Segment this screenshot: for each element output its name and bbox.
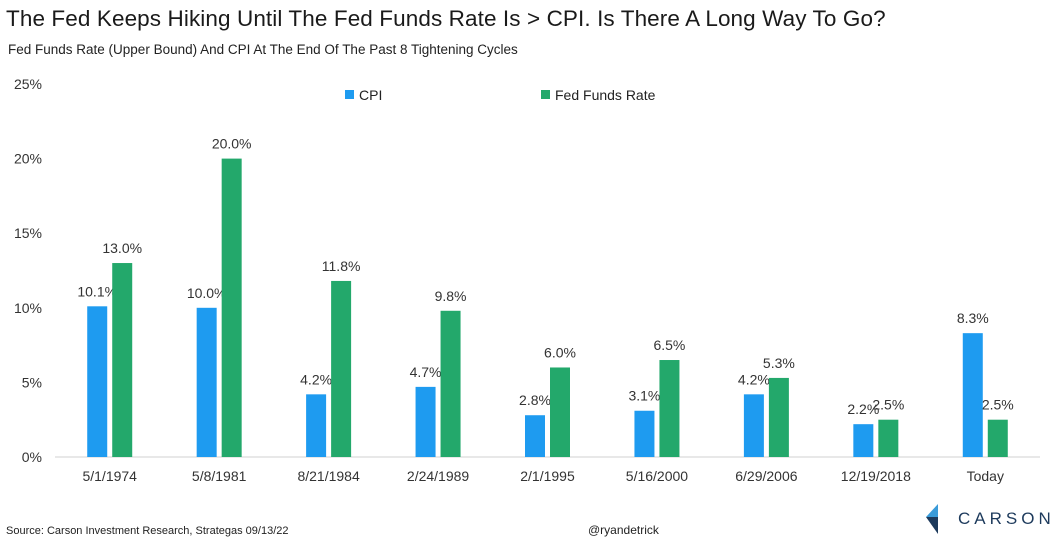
- x-category-label: 2/1/1995: [520, 468, 575, 484]
- y-tick-label: 0%: [22, 449, 42, 465]
- data-label-cpi: 10.0%: [187, 285, 227, 301]
- x-category-label: 6/29/2006: [735, 468, 797, 484]
- y-tick-label: 15%: [14, 225, 42, 241]
- x-category-label: 5/16/2000: [626, 468, 688, 484]
- author-handle: @ryandetrick: [588, 523, 659, 537]
- data-label-cpi: 10.1%: [77, 283, 117, 299]
- x-category-label: Today: [967, 468, 1004, 484]
- brand-logo: CARSON: [926, 504, 1051, 534]
- bar-cpi: [634, 410, 655, 457]
- bar-fed-funds-rate: [112, 263, 133, 457]
- bar-cpi: [743, 394, 764, 457]
- data-label-cpi: 4.2%: [300, 371, 332, 387]
- source-note: Source: Carson Investment Research, Stra…: [6, 525, 289, 537]
- bar-fed-funds-rate: [659, 360, 680, 457]
- data-label-fed-funds-rate: 9.8%: [435, 288, 467, 304]
- data-label-fed-funds-rate: 6.0%: [544, 344, 576, 360]
- data-label-fed-funds-rate: 11.8%: [322, 258, 361, 274]
- x-category-label: 12/19/2018: [841, 468, 911, 484]
- data-label-cpi: 4.7%: [410, 364, 442, 380]
- bar-fed-funds-rate: [987, 419, 1008, 457]
- bar-fed-funds-rate: [878, 419, 899, 457]
- x-category-label: 2/24/1989: [407, 468, 469, 484]
- legend-label-cpi: CPI: [359, 87, 382, 103]
- data-label-cpi: 8.3%: [957, 310, 989, 326]
- y-tick-label: 20%: [14, 151, 42, 167]
- y-tick-label: 5%: [22, 374, 42, 390]
- y-tick-label: 25%: [14, 76, 42, 92]
- data-label-fed-funds-rate: 20.0%: [212, 136, 252, 152]
- bar-cpi: [853, 424, 874, 457]
- bar-fed-funds-rate: [221, 158, 242, 457]
- bar-cpi: [196, 307, 217, 457]
- x-category-label: 5/8/1981: [192, 468, 247, 484]
- bar-cpi: [306, 394, 327, 457]
- bar-cpi: [87, 306, 108, 457]
- data-label-cpi: 2.2%: [847, 401, 879, 417]
- data-label-fed-funds-rate: 13.0%: [102, 240, 142, 256]
- data-label-fed-funds-rate: 5.3%: [763, 355, 795, 371]
- chart-subtitle: Fed Funds Rate (Upper Bound) And CPI At …: [8, 42, 518, 57]
- bar-fed-funds-rate: [768, 377, 789, 457]
- data-label-cpi: 3.1%: [628, 388, 660, 404]
- data-label-fed-funds-rate: 2.5%: [872, 397, 904, 413]
- brand-name: CARSON: [958, 509, 1051, 528]
- data-label-fed-funds-rate: 2.5%: [982, 397, 1014, 413]
- data-label-cpi: 2.8%: [519, 392, 551, 408]
- x-category-label: 8/21/1984: [297, 468, 359, 484]
- legend-swatch-cpi: [345, 90, 354, 99]
- carson-logo-icon: [926, 504, 938, 534]
- x-category-label: 5/1/1974: [82, 468, 137, 484]
- bar-cpi: [415, 386, 436, 457]
- bar-cpi: [962, 333, 983, 457]
- legend-swatch-fed-funds-rate: [541, 90, 550, 99]
- data-label-cpi: 4.2%: [738, 371, 770, 387]
- bar-fed-funds-rate: [550, 367, 570, 457]
- chart-title: The Fed Keeps Hiking Until The Fed Funds…: [6, 6, 886, 31]
- data-label-fed-funds-rate: 6.5%: [653, 337, 685, 353]
- legend-label-fed-funds-rate: Fed Funds Rate: [555, 87, 656, 103]
- bar-cpi: [525, 415, 545, 457]
- y-tick-label: 10%: [14, 300, 42, 316]
- bar-fed-funds-rate: [331, 280, 352, 457]
- bar-fed-funds-rate: [440, 310, 461, 457]
